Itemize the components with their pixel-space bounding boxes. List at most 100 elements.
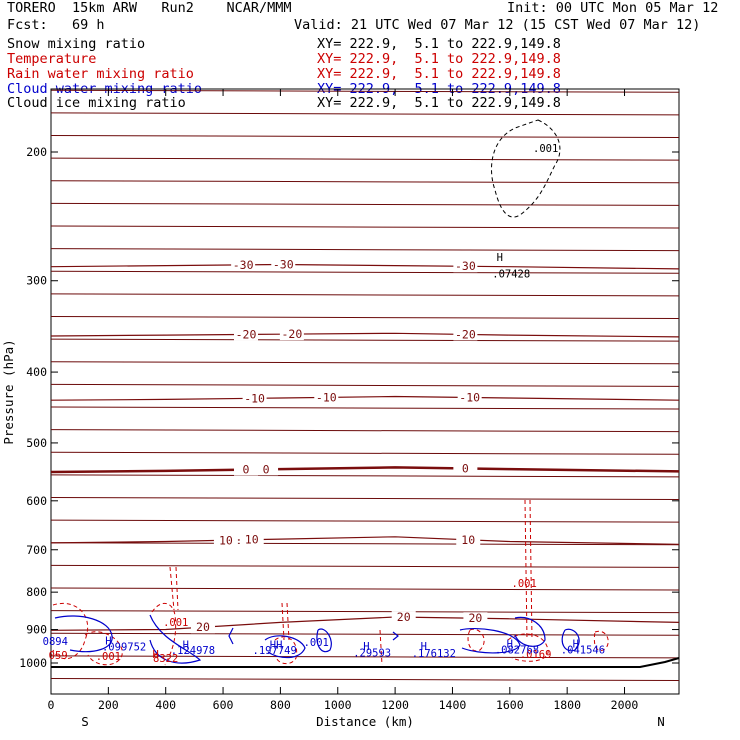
pressure-level-line — [50, 135, 680, 139]
legend-label-1: Temperature — [7, 51, 97, 67]
rain-contour — [379, 629, 383, 666]
isotherm-label-bg — [271, 258, 296, 271]
contour-label-rain: .001 — [512, 578, 537, 590]
contour-label-rain: 8322 — [153, 653, 178, 665]
contour-label-snow: .001 — [533, 143, 558, 155]
rain-contour — [52, 603, 89, 660]
pressure-level-line — [50, 202, 680, 206]
isotherm-10 — [50, 536, 680, 545]
contour-label-cloud: HH — [270, 639, 283, 651]
contour-label-cloud: H — [507, 639, 513, 651]
isotherm-label: 20 — [196, 620, 210, 634]
pressure-level-line — [50, 610, 680, 614]
pressure-level-line — [50, 157, 680, 161]
isotherm-label-bg — [463, 612, 488, 625]
y-tick-label: 400 — [26, 365, 47, 379]
isotherm-label: -10 — [316, 390, 337, 404]
contour-label-cloud: 0894 — [43, 636, 68, 648]
isotherm-label: 0 — [462, 461, 469, 475]
contour-label-cloud: H — [573, 639, 579, 651]
pressure-level-line — [50, 225, 680, 229]
pressure-level-line — [50, 248, 680, 252]
contour-label-snow: .07428 — [492, 269, 530, 281]
isotherm-label: 10 — [219, 533, 233, 547]
x-tick-label: 200 — [98, 698, 119, 712]
contour-label-rain: 059 — [49, 650, 68, 662]
x-tick-label: 400 — [155, 698, 176, 712]
isotherm-label-bg — [239, 533, 264, 546]
isotherm-label: -20 — [281, 327, 302, 341]
isotherm-label-bg — [190, 621, 215, 634]
rain-contour — [274, 636, 298, 665]
isotherm-label-bg — [453, 328, 478, 341]
snow-contour — [491, 119, 561, 218]
isotherm-label-bg — [314, 391, 339, 404]
header-valid: Valid: 21 UTC Wed 07 Mar 12 (15 CST Wed … — [294, 17, 701, 33]
rain-contour — [281, 602, 290, 641]
pressure-level-line — [50, 406, 680, 410]
y-tick-label: 500 — [26, 436, 47, 450]
rain-contour — [524, 499, 533, 641]
rain-contour — [593, 630, 609, 652]
contour-label-cloud: .001 — [304, 637, 329, 649]
legend-xy-2: XY= 222.9, 5.1 to 222.9,149.8 — [317, 66, 561, 82]
isotherm-label-bg — [233, 463, 258, 476]
x-tick-label: 1600 — [496, 698, 524, 712]
y-tick-label: 800 — [26, 585, 47, 599]
pressure-level-line — [50, 338, 680, 342]
contour-label-cloud: .099752 — [102, 642, 146, 654]
header-model: TORERO 15km ARW Run2 NCAR/MMM — [7, 0, 292, 16]
x-tick-label: 800 — [270, 698, 291, 712]
x-endpoint-right: N — [657, 714, 665, 729]
isotherm-label-bg — [391, 611, 416, 624]
rain-contour — [169, 566, 179, 611]
isotherm-20 — [50, 616, 680, 631]
rain-contour — [84, 631, 123, 666]
isotherm--30 — [50, 263, 680, 270]
isotherm-label: 0 — [243, 463, 250, 477]
contour-label-cloud: .082768 — [495, 644, 539, 656]
pressure-level-line — [50, 112, 680, 116]
pressure-level-line — [50, 89, 680, 93]
contour-label-rain: .001 — [96, 651, 121, 663]
x-tick-label: 1000 — [324, 698, 352, 712]
contour-label-rain: .0169 — [520, 649, 552, 661]
y-tick-label: 900 — [26, 623, 47, 637]
isotherm-label: -30 — [455, 259, 476, 273]
isotherm-label-bg — [457, 391, 482, 404]
contour-label-cloud: H — [363, 641, 369, 653]
x-tick-label: 1400 — [439, 698, 467, 712]
x-endpoint-left: S — [81, 714, 89, 729]
legend-xy-4: XY= 222.9, 5.1 to 222.9,149.8 — [317, 95, 561, 111]
pressure-level-line — [50, 474, 680, 478]
isotherm-label-bg — [456, 533, 481, 546]
isotherm-label: -20 — [455, 327, 476, 341]
cloud-water-contour — [561, 628, 580, 652]
pressure-level-line — [50, 587, 680, 591]
x-axis-title: Distance (km) — [316, 714, 414, 729]
pressure-level-line — [50, 677, 680, 681]
cloud-water-contour — [514, 616, 546, 647]
isotherm-label-bg — [453, 260, 478, 273]
isotherm-label: -30 — [273, 257, 294, 271]
rain-contour — [507, 633, 549, 662]
plot-frame — [50, 88, 680, 695]
y-tick-label: 1000 — [19, 656, 47, 670]
isotherm-label: 10 — [245, 533, 259, 547]
contour-label-cloud: .124978 — [171, 645, 215, 657]
y-tick-label: 600 — [26, 494, 47, 508]
pressure-level-line — [50, 632, 680, 636]
terrain-line — [51, 657, 680, 668]
pressure-level-line — [50, 316, 680, 320]
pressure-level-line — [50, 180, 680, 184]
contour-label-rain: .001 — [163, 617, 188, 629]
contour-label-cloud: .041546 — [561, 644, 605, 656]
y-tick-label: 200 — [26, 145, 47, 159]
pressure-level-line — [50, 270, 680, 274]
pressure-level-line — [50, 564, 680, 568]
legend-xy-0: XY= 222.9, 5.1 to 222.9,149.8 — [317, 36, 561, 52]
contour-label-snow: H — [497, 252, 503, 264]
isotherm-label-bg — [213, 534, 238, 547]
pressure-level-line — [50, 542, 680, 546]
